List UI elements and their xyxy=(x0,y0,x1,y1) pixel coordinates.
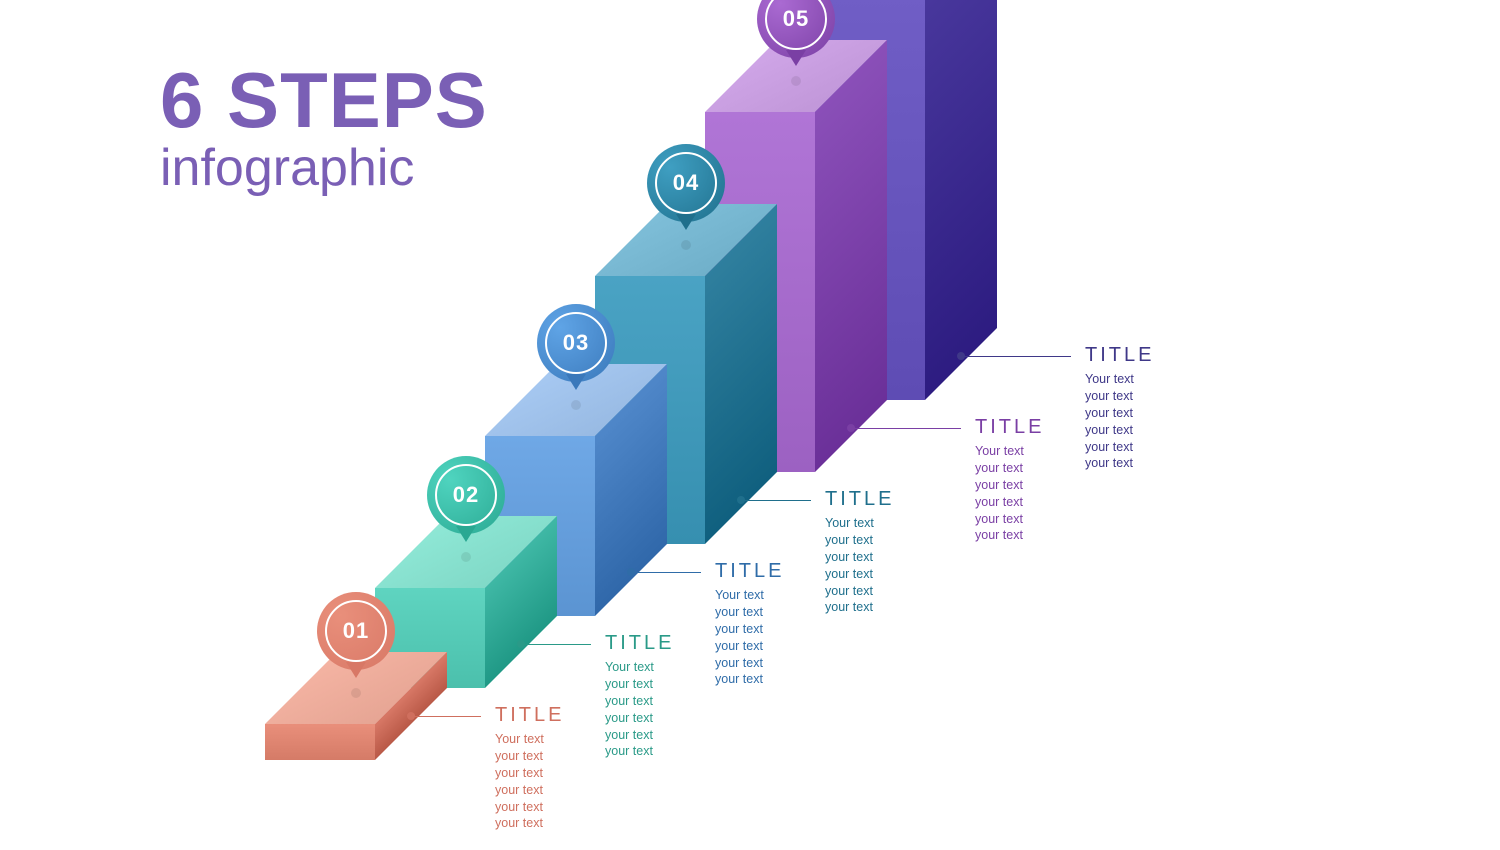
step-title: TITLE xyxy=(495,704,564,727)
step-number: 01 xyxy=(343,618,369,644)
step-pin-2: 02 xyxy=(427,456,505,556)
step-number: 05 xyxy=(783,6,809,32)
step-body: Your text your text your text your text … xyxy=(605,659,674,760)
step-body: Your text your text your text your text … xyxy=(715,587,784,688)
step-number: 03 xyxy=(563,330,589,356)
step-title: TITLE xyxy=(825,488,894,511)
step-body: Your text your text your text your text … xyxy=(975,443,1044,544)
step-pin-3: 03 xyxy=(537,304,615,404)
step-number: 02 xyxy=(453,482,479,508)
step-title: TITLE xyxy=(975,416,1044,439)
step-body: Your text your text your text your text … xyxy=(495,731,564,832)
step-title: TITLE xyxy=(605,632,674,655)
step-body: Your text your text your text your text … xyxy=(1085,371,1154,472)
step-pin-4: 04 xyxy=(647,144,725,244)
infographic-stage: 01 TITLE Your text your text your text you… xyxy=(0,0,1500,850)
step-body: Your text your text your text your text … xyxy=(825,515,894,616)
step-number: 04 xyxy=(673,170,699,196)
step-title: TITLE xyxy=(715,560,784,583)
step-title: TITLE xyxy=(1085,344,1154,367)
step-pin-5: 05 xyxy=(757,0,835,80)
step-pin-1: 01 xyxy=(317,592,395,692)
